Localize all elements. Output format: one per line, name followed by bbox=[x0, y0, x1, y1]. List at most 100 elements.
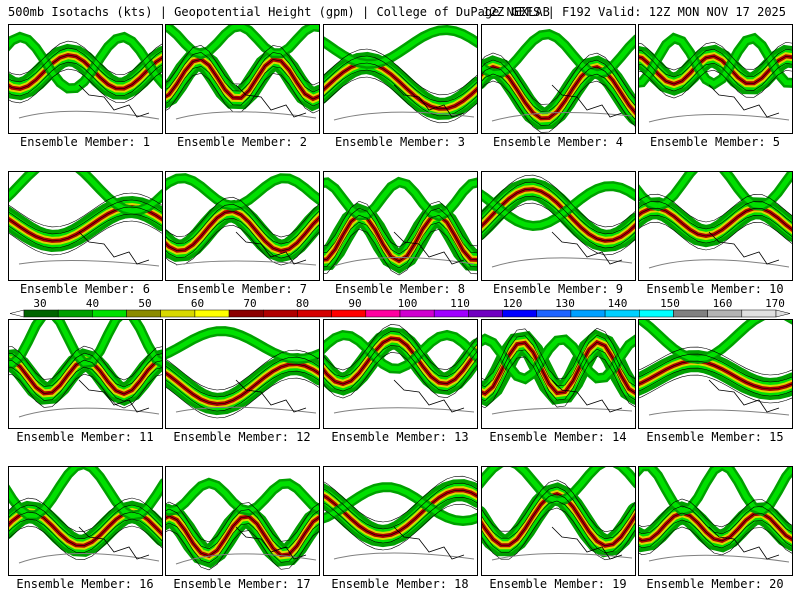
gray-height-contour bbox=[18, 259, 160, 267]
colorbar-tick-label: 130 bbox=[555, 297, 575, 310]
height-contour bbox=[482, 202, 635, 256]
height-contour bbox=[639, 346, 792, 376]
coastline bbox=[393, 379, 465, 413]
height-contour bbox=[166, 58, 319, 100]
colorbar-swatch bbox=[263, 309, 298, 318]
jet-stream-map bbox=[324, 176, 477, 276]
coastline bbox=[235, 231, 307, 265]
jet-stream-map bbox=[324, 323, 477, 414]
height-contour bbox=[166, 356, 319, 398]
height-contour bbox=[324, 496, 477, 544]
jet-stream-map bbox=[639, 320, 792, 416]
height-contour bbox=[482, 341, 635, 395]
gray-height-contour bbox=[175, 111, 317, 120]
member-caption: Ensemble Member: 9 bbox=[492, 282, 624, 296]
member-caption: Ensemble Member: 7 bbox=[176, 282, 308, 296]
colorbar-swatch bbox=[126, 309, 161, 318]
coastline bbox=[393, 526, 465, 560]
height-contour bbox=[482, 327, 635, 381]
isotach-band bbox=[324, 176, 477, 222]
colorbar-swatch bbox=[570, 309, 606, 318]
height-contour bbox=[324, 489, 477, 537]
gray-height-contour bbox=[491, 552, 633, 561]
member-caption: Ensemble Member: 1 bbox=[19, 135, 151, 149]
ensemble-member-map bbox=[638, 24, 793, 134]
height-contour bbox=[166, 377, 319, 419]
jet-stream-map bbox=[482, 29, 635, 133]
height-contour bbox=[9, 359, 162, 395]
ensemble-member-map bbox=[323, 466, 478, 576]
gray-height-contour bbox=[491, 111, 633, 122]
member-caption: Ensemble Member: 20 bbox=[646, 577, 784, 591]
coastline bbox=[708, 231, 780, 265]
isotach-band bbox=[639, 320, 792, 362]
isotach-band bbox=[9, 172, 162, 214]
colorbar-tick-label: 50 bbox=[138, 297, 152, 310]
height-contour bbox=[639, 519, 792, 549]
gray-height-contour bbox=[648, 554, 790, 563]
jet-stream-map bbox=[639, 32, 792, 123]
height-contour bbox=[166, 515, 319, 557]
isotach-band bbox=[639, 35, 792, 87]
jet-stream-map bbox=[9, 467, 162, 564]
height-contour bbox=[9, 206, 162, 242]
isotach-band bbox=[166, 25, 319, 57]
colorbar-tick-label: 170 bbox=[765, 297, 785, 310]
isotach-colorbar: 30 40 50 60 70 80 90 100 110 120 130 140 150 160 170 bbox=[10, 297, 790, 321]
height-contour bbox=[639, 48, 792, 78]
coastline bbox=[393, 231, 465, 265]
colorbar-swatch bbox=[194, 309, 230, 318]
gray-height-contour bbox=[333, 407, 475, 414]
height-contour bbox=[639, 526, 792, 556]
jet-stream-map bbox=[9, 320, 162, 418]
height-contour bbox=[324, 503, 477, 551]
height-contour bbox=[324, 323, 477, 371]
height-contour bbox=[324, 351, 477, 399]
member-caption: Ensemble Member: 11 bbox=[16, 430, 154, 444]
isotach-band bbox=[324, 179, 477, 219]
height-contour bbox=[639, 353, 792, 383]
colorbar-swatch bbox=[331, 309, 367, 318]
member-caption: Ensemble Member: 2 bbox=[176, 135, 308, 149]
jet-stream-map bbox=[482, 174, 635, 268]
colorbar-swatch bbox=[741, 309, 777, 318]
member-caption: Ensemble Member: 3 bbox=[334, 135, 466, 149]
jet-stream-map bbox=[166, 477, 319, 571]
height-contour bbox=[324, 330, 477, 378]
ensemble-member-map bbox=[638, 466, 793, 576]
jet-stream-map bbox=[9, 31, 162, 120]
height-contour bbox=[166, 370, 319, 412]
colorbar-swatch bbox=[468, 309, 503, 318]
height-contour bbox=[639, 193, 792, 223]
height-contour bbox=[9, 518, 162, 554]
height-contour bbox=[166, 508, 319, 550]
ensemble-member-map bbox=[8, 319, 163, 429]
height-contour bbox=[166, 224, 319, 266]
jet-stream-map bbox=[639, 467, 792, 563]
member-caption: Ensemble Member: 14 bbox=[489, 430, 627, 444]
ensemble-member-map bbox=[165, 466, 320, 576]
colorbar-tick-label: 80 bbox=[295, 297, 310, 310]
height-contour bbox=[166, 210, 319, 252]
coastline bbox=[551, 231, 623, 265]
height-contour bbox=[482, 493, 635, 547]
ensemble-member-map bbox=[323, 24, 478, 134]
gray-height-contour bbox=[333, 257, 475, 267]
height-contour bbox=[9, 61, 162, 97]
isotach-band bbox=[166, 480, 319, 514]
jet-stream-map bbox=[166, 25, 319, 120]
height-contour bbox=[639, 55, 792, 85]
gray-height-contour bbox=[18, 407, 160, 418]
colorbar-tick-label: 110 bbox=[450, 297, 470, 310]
height-contour bbox=[482, 355, 635, 409]
jet-stream-map bbox=[166, 173, 319, 266]
ensemble-member-map bbox=[481, 466, 636, 576]
coastline bbox=[708, 379, 780, 413]
height-contour bbox=[9, 220, 162, 256]
height-contour bbox=[324, 48, 477, 96]
ensemble-member-map bbox=[8, 24, 163, 134]
jet-stream-map bbox=[482, 467, 635, 561]
height-contour bbox=[482, 500, 635, 554]
colorbar-swatch bbox=[365, 309, 401, 318]
gray-height-contour bbox=[491, 407, 633, 415]
